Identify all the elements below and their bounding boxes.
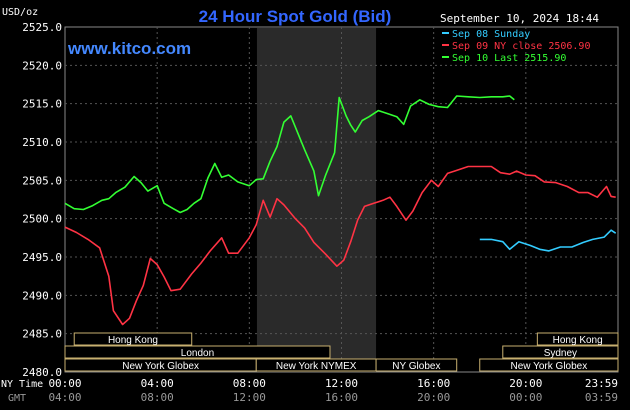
- y-tick-label: 2485.0: [22, 328, 62, 341]
- legend-entry: Sep 09 NY close 2506.90: [452, 41, 590, 52]
- market-bar-label: Hong Kong: [108, 335, 158, 346]
- x-tick-label-gmt: 12:00: [233, 391, 266, 404]
- y-tick-label: 2525.0: [22, 21, 62, 34]
- x-tick-label-gmt: 04:00: [48, 391, 81, 404]
- market-bar-hong-kong: Hong Kong: [536, 332, 619, 346]
- y-tick-label: 2500.0: [22, 213, 62, 226]
- chart-title: 24 Hour Spot Gold (Bid): [199, 7, 392, 26]
- x-tick-label-gmt: 16:00: [325, 391, 358, 404]
- market-bar-new-york-nymex: New York NYMEX: [255, 358, 377, 372]
- x-tick-label-gmt: 00:00: [509, 391, 542, 404]
- market-bar-new-york-globex: New York Globex: [479, 358, 619, 372]
- market-bar-box: [536, 332, 619, 346]
- watermark-url: www.kitco.com: [67, 39, 191, 58]
- legend-entry: Sep 10 Last 2515.90: [452, 53, 566, 64]
- market-bar-ny-globex: NY Globex: [375, 358, 458, 372]
- y-tick-label: 2495.0: [22, 251, 62, 264]
- y-tick-label: 2490.0: [22, 289, 62, 302]
- x-tick-label-gmt: 03:59: [585, 391, 618, 404]
- series-lines: [64, 95, 617, 326]
- x-axis-ticks: 00:0004:0004:0008:0008:0012:0012:0016:00…: [48, 377, 618, 404]
- y-axis-ticks: 2525.0 2520.0 2515.0 2510.0 2505.0 2500.0 2495…: [22, 21, 62, 379]
- y-tick-label: 2505.0: [22, 174, 62, 187]
- x-tick-label-gmt: 20:00: [417, 391, 450, 404]
- x-tick-label-gmt: 08:00: [141, 391, 174, 404]
- y-tick-label: 2520.0: [22, 59, 62, 72]
- x-tick-label-ny: 12:00: [325, 377, 358, 390]
- market-bar-box: [375, 358, 458, 372]
- legend-entry: Sep 08 Sunday: [452, 29, 530, 40]
- ny-session-shading: [256, 28, 377, 372]
- x-axis-label-ny: NY Time: [1, 379, 43, 390]
- chart-timestamp: September 10, 2024 18:44: [440, 12, 599, 25]
- y-axis-label: USD/oz: [2, 7, 38, 18]
- market-bar-label: New York Globex: [122, 361, 199, 372]
- series-line-1: [64, 165, 616, 326]
- y-tick-label: 2515.0: [22, 98, 62, 111]
- market-bar-box: [73, 332, 193, 346]
- x-axis-label-gmt: GMT: [8, 393, 26, 404]
- series-line-0: [479, 229, 617, 252]
- x-tick-label-ny: 16:00: [417, 377, 450, 390]
- x-tick-label-ny: 23:59: [585, 377, 618, 390]
- x-tick-label-ny: 00:00: [48, 377, 81, 390]
- y-tick-label: 2480.0: [22, 366, 62, 379]
- market-bar-label: New York Globex: [511, 361, 588, 372]
- market-bar-box: [479, 358, 619, 372]
- market-bar-new-york-globex: New York Globex: [64, 358, 257, 372]
- series-line-2: [64, 95, 515, 214]
- x-tick-label-ny: 20:00: [509, 377, 542, 390]
- market-session-bars: Hong Kong London New York Globex New York N…: [64, 332, 619, 372]
- market-bar-label: London: [181, 348, 214, 359]
- market-bar-box: [64, 345, 331, 359]
- y-tick-label: 2510.0: [22, 136, 62, 149]
- market-bar-box: [502, 345, 619, 359]
- x-tick-label-ny: 08:00: [233, 377, 266, 390]
- market-bar-label: Sydney: [544, 348, 577, 359]
- x-tick-label-ny: 04:00: [141, 377, 174, 390]
- market-bar-label: New York NYMEX: [276, 361, 357, 372]
- market-bar-sydney: Sydney: [502, 345, 619, 359]
- market-bar-hong-kong: Hong Kong: [73, 332, 193, 346]
- market-bar-label: NY Globex: [392, 361, 440, 372]
- market-bar-label: Hong Kong: [553, 335, 603, 346]
- market-bar-london: London: [64, 345, 331, 359]
